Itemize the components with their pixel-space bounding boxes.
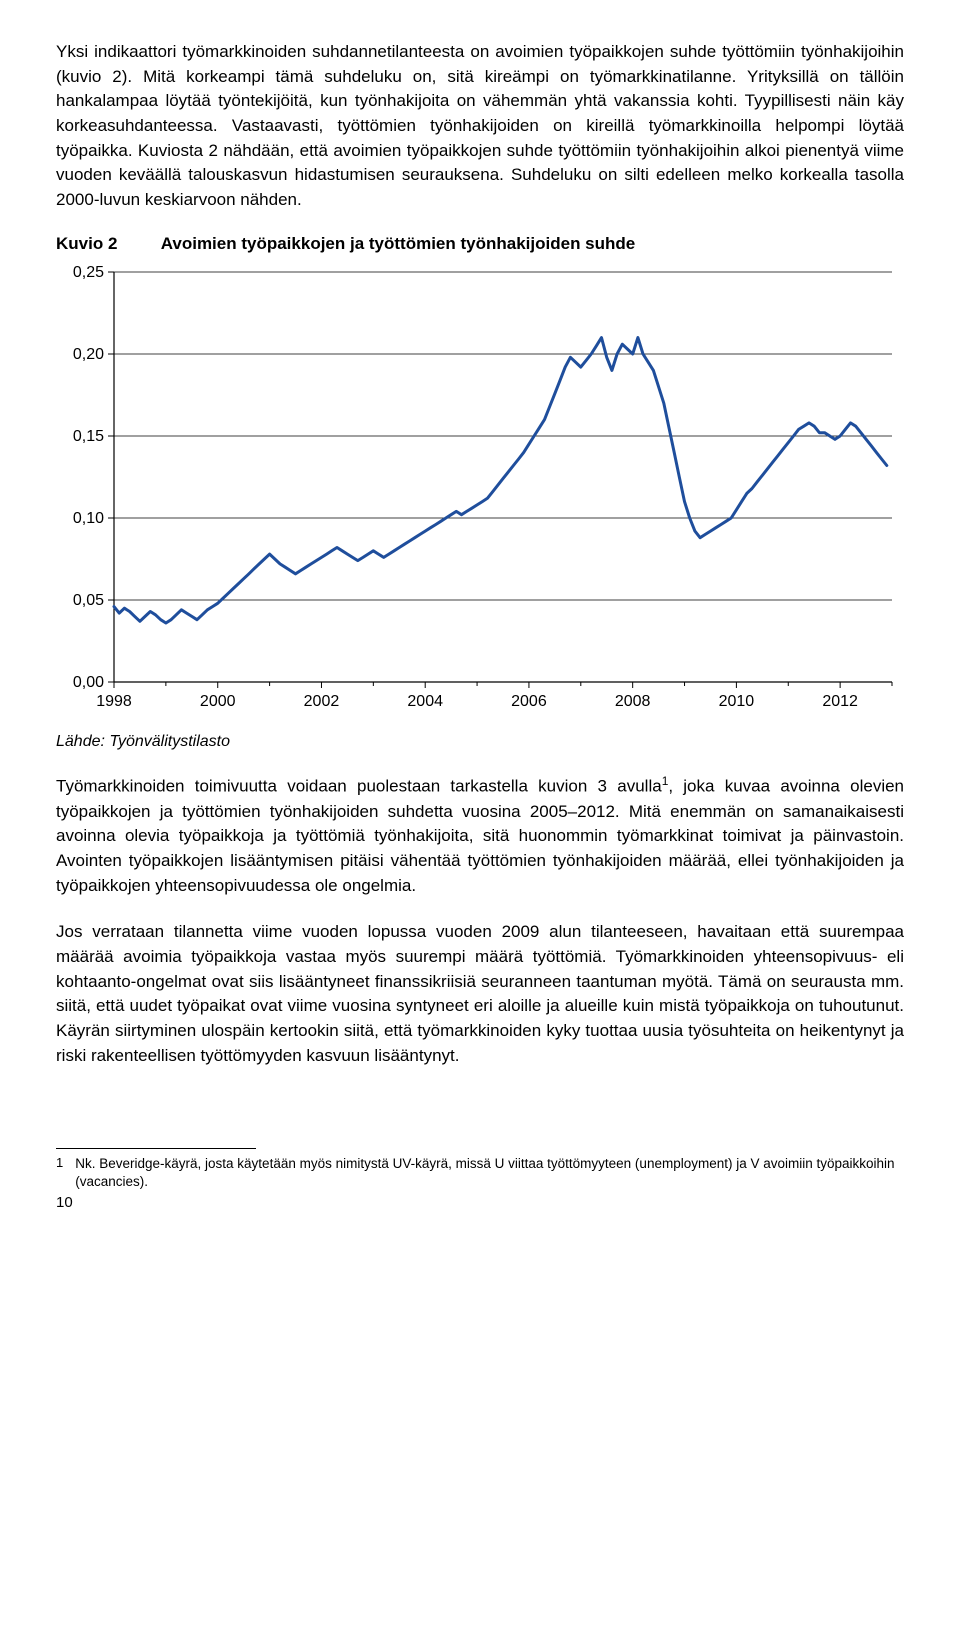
page-number: 10	[56, 1194, 904, 1211]
svg-text:2012: 2012	[822, 693, 858, 710]
svg-text:0,00: 0,00	[73, 674, 104, 691]
svg-text:2004: 2004	[407, 693, 443, 710]
svg-text:0,15: 0,15	[73, 428, 104, 445]
paragraph-3: Jos verrataan tilannetta viime vuoden lo…	[56, 920, 904, 1068]
chart-container: 0,00 0,05 0,10 0,15 0,20 0,25 1998 2000 2002 2004…	[56, 262, 904, 727]
svg-text:0,10: 0,10	[73, 510, 104, 527]
footnote: 1 Nk. Beveridge-käyrä, josta käytetään m…	[56, 1155, 904, 1190]
line-chart: 0,00 0,05 0,10 0,15 0,20 0,25 1998 2000 2002 2004…	[56, 262, 904, 722]
footnote-rule	[56, 1148, 256, 1149]
figure-caption: Kuvio 2 Avoimien työpaikkojen ja työttöm…	[56, 234, 904, 254]
figure-label: Kuvio 2	[56, 234, 156, 254]
paragraph-2-pre: Työmarkkinoiden toimivuutta voidaan puol…	[56, 777, 662, 796]
figure-title: Avoimien työpaikkojen ja työttömien työn…	[161, 234, 636, 253]
paragraph-1: Yksi indikaattori työmarkkinoiden suhdan…	[56, 40, 904, 212]
footnote-mark: 1	[56, 1155, 63, 1190]
paragraph-2: Työmarkkinoiden toimivuutta voidaan puol…	[56, 773, 904, 898]
svg-text:1998: 1998	[96, 693, 132, 710]
svg-text:2000: 2000	[200, 693, 236, 710]
svg-text:2006: 2006	[511, 693, 547, 710]
svg-text:2002: 2002	[304, 693, 340, 710]
svg-text:0,25: 0,25	[73, 264, 104, 281]
svg-text:2010: 2010	[719, 693, 755, 710]
svg-text:0,20: 0,20	[73, 346, 104, 363]
chart-source: Lähde: Työnvälitystilasto	[56, 733, 904, 751]
svg-text:0,05: 0,05	[73, 592, 104, 609]
svg-text:2008: 2008	[615, 693, 651, 710]
footnote-text: Nk. Beveridge-käyrä, josta käytetään myö…	[75, 1155, 904, 1190]
